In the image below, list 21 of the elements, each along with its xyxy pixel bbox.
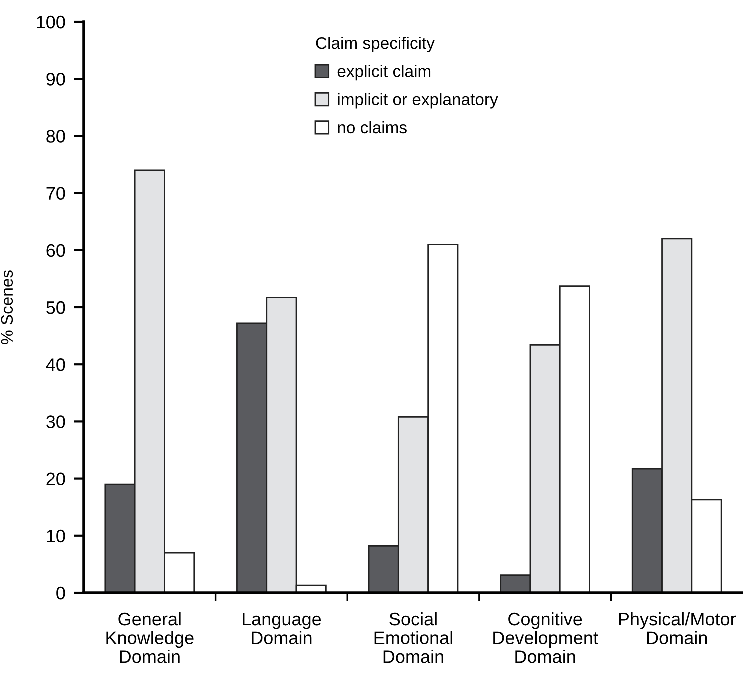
y-tick-label: 90: [46, 73, 66, 86]
y-tick-label: 0: [56, 586, 66, 600]
y-tick-label: 60: [46, 244, 66, 258]
legend-label: implicit or explanatory: [338, 93, 498, 109]
y-axis-title: % Scenes: [1, 270, 14, 344]
y-tick-label: 30: [46, 416, 66, 428]
y-tick-label: 80: [46, 130, 66, 143]
y-tick-label: 20: [46, 472, 66, 486]
y-tick-label: 50: [46, 301, 66, 314]
y-tick-label: 10: [47, 530, 66, 543]
legend-label: no claims: [338, 121, 407, 134]
x-tick-label: Language Domain: [243, 613, 322, 644]
legend-title: Claim specificity: [316, 37, 435, 53]
x-tick-label: General Knowledge Domain: [106, 612, 194, 664]
legend-label: explicit claim: [338, 65, 431, 81]
x-tick-label: Cognitive Development Domain: [494, 612, 598, 664]
y-tick-label: 70: [46, 187, 66, 200]
x-tick-label: Social Emotional Domain: [374, 612, 452, 664]
y-tick-label: 100: [37, 16, 66, 29]
y-tick-label: 40: [46, 358, 66, 372]
x-tick-label: Physical/Motor Domain: [619, 612, 736, 644]
